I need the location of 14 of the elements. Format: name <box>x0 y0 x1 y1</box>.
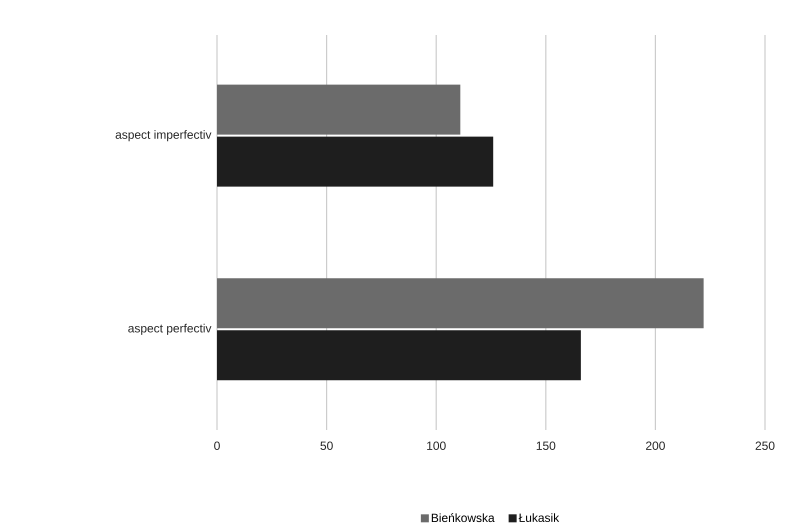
y-tick-label: aspect perfectiv <box>128 324 212 335</box>
x-tick-label: 0 <box>214 441 220 450</box>
x-tick-label: 250 <box>756 441 775 450</box>
bar <box>217 136 494 186</box>
y-tick-label: aspect imperfectiv <box>116 130 212 142</box>
bar <box>217 278 704 328</box>
bar <box>217 84 460 134</box>
legend-label: Bieńkowska <box>432 512 495 522</box>
bar <box>217 330 581 380</box>
x-tick-label: 200 <box>646 441 665 450</box>
x-tick-label: 100 <box>427 441 446 450</box>
x-tick-label: 50 <box>320 441 333 450</box>
x-tick-label: 150 <box>536 441 556 450</box>
legend-label: Łukasik <box>518 513 560 522</box>
